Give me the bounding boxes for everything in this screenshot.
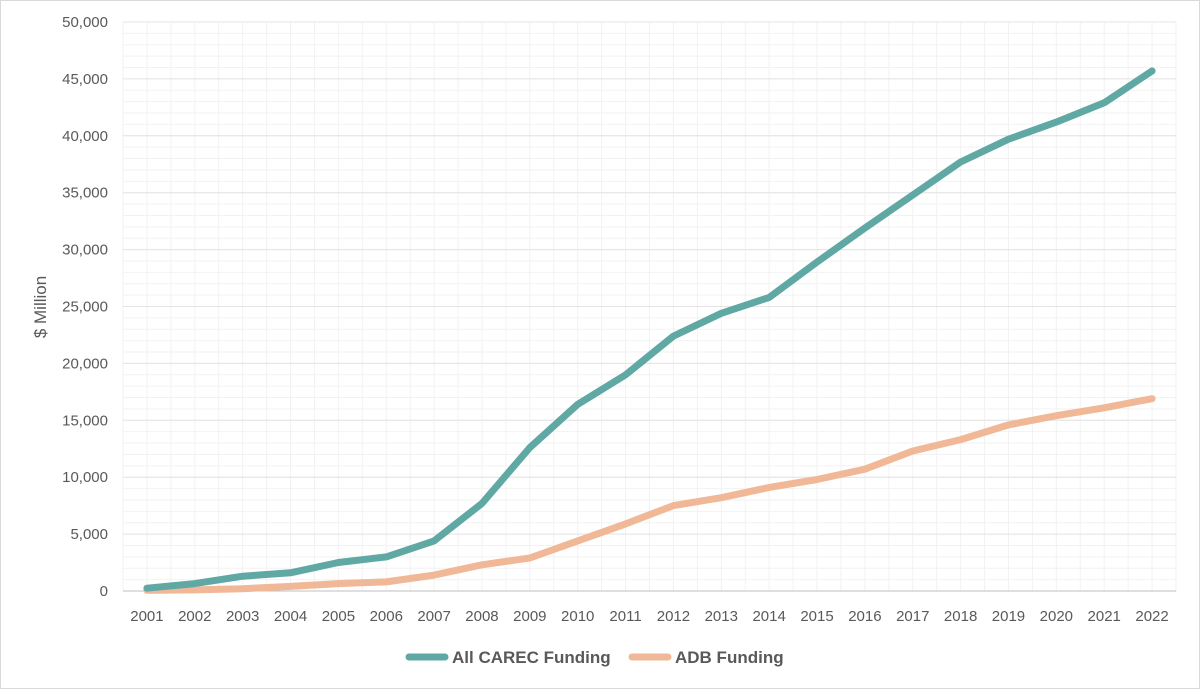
y-axis-label: $ Million bbox=[31, 276, 50, 338]
x-tick-label: 2020 bbox=[1040, 608, 1073, 625]
y-tick-label: 45,000 bbox=[62, 71, 108, 88]
series-line-adb-funding bbox=[143, 395, 1156, 594]
y-tick-label: 35,000 bbox=[62, 185, 108, 202]
series-line-all-carec-funding bbox=[143, 67, 1156, 592]
y-tick-label: 40,000 bbox=[62, 128, 108, 145]
x-tick-label: 2008 bbox=[465, 608, 498, 625]
x-tick-label: 2013 bbox=[705, 608, 738, 625]
x-tick-label: 2010 bbox=[561, 608, 594, 625]
x-tick-label: 2006 bbox=[370, 608, 403, 625]
x-tick-label: 2004 bbox=[274, 608, 307, 625]
x-tick-label: 2016 bbox=[848, 608, 881, 625]
y-tick-label: 50,000 bbox=[62, 14, 108, 31]
x-tick-label: 2009 bbox=[513, 608, 546, 625]
x-tick-label: 2018 bbox=[944, 608, 977, 625]
y-tick-label: 5,000 bbox=[70, 526, 108, 543]
x-tick-label: 2019 bbox=[992, 608, 1025, 625]
x-tick-label: 2012 bbox=[657, 608, 690, 625]
x-tick-label: 2005 bbox=[322, 608, 355, 625]
x-tick-label: 2007 bbox=[417, 608, 450, 625]
x-tick-label: 2001 bbox=[130, 608, 163, 625]
x-tick-label: 2003 bbox=[226, 608, 259, 625]
x-tick-label: 2015 bbox=[800, 608, 833, 625]
y-tick-label: 0 bbox=[100, 583, 108, 600]
legend-label: ADB Funding bbox=[675, 648, 784, 667]
y-tick-label: 15,000 bbox=[62, 412, 108, 429]
x-tick-label: 2002 bbox=[178, 608, 211, 625]
x-tick-label: 2014 bbox=[752, 608, 785, 625]
x-tick-label: 2011 bbox=[609, 608, 641, 625]
y-tick-label: 25,000 bbox=[62, 299, 108, 316]
legend: All CAREC Funding ADB Funding bbox=[405, 648, 784, 667]
legend-label: All CAREC Funding bbox=[452, 648, 611, 667]
x-tick-label: 2021 bbox=[1088, 608, 1121, 625]
x-tick-label: 2022 bbox=[1135, 608, 1168, 625]
y-tick-label: 20,000 bbox=[62, 355, 108, 372]
x-tick-label: 2017 bbox=[896, 608, 929, 625]
x-axis-ticks: 2001 2002 2003 2004 2005 2006 2007 2008 2009 2010… bbox=[130, 608, 1169, 625]
y-tick-label: 30,000 bbox=[62, 242, 108, 259]
y-tick-label: 10,000 bbox=[62, 469, 108, 486]
y-axis-ticks: 0 5,000 10,000 15,000 20,000 25,000 30,000 35,0… bbox=[62, 14, 108, 600]
series-lines bbox=[143, 67, 1156, 594]
gridlines bbox=[122, 21, 1177, 592]
